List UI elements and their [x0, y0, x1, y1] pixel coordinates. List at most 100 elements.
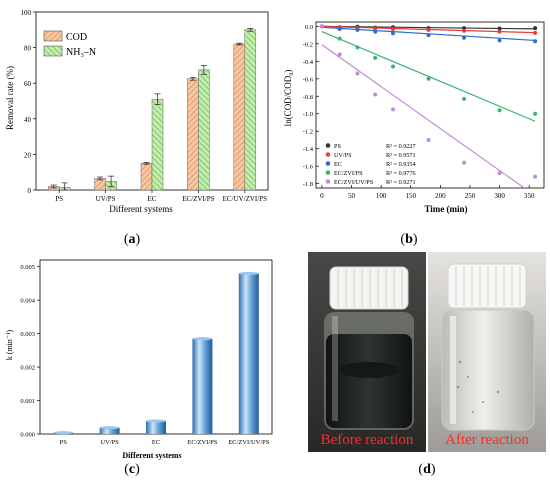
- bar-top-ps: [53, 431, 74, 435]
- legend-r2-ps: R² = 0.9227: [386, 143, 416, 150]
- caption-c: (c): [124, 462, 140, 477]
- y-tick-label-b: -0.2: [303, 41, 313, 48]
- bar-k-ec-zvi-uv-ps: [238, 273, 259, 434]
- caption-d: (d): [418, 462, 436, 477]
- point-uv-ps: [426, 27, 431, 32]
- point-ps: [497, 26, 502, 31]
- y-tick-label-c: 0.003: [20, 331, 35, 338]
- chart-b: 0.0 -0.2 -0.4 -0.6 -0.8 -1.0 -1.2 -1.4 -1.6 -1.8 0…: [283, 21, 545, 214]
- legend-label-uv-ps: UV/PS: [334, 152, 352, 159]
- legend-marker-ps: [325, 143, 331, 148]
- point-ec-zvi-ps: [426, 76, 431, 81]
- x-tick-label-a: EC/UV/ZVI/PS: [223, 195, 267, 203]
- y-tick-label-a: 60: [24, 80, 32, 88]
- y-tick-label-c: 0.001: [20, 398, 35, 405]
- chart-b-frame: [315, 21, 545, 189]
- point-ec-zvi-ps: [462, 96, 467, 101]
- bar-cod-ec-uv-zvi-ps: [233, 43, 246, 191]
- bar-nh-n-ec: [151, 98, 164, 191]
- y-tick-label-a: 20: [24, 151, 32, 159]
- x-tick-label-c: EC/ZVI/UV/PS: [228, 439, 270, 446]
- point-ec: [390, 31, 395, 36]
- fit-line-ec-zvi-uv-ps: [321, 44, 526, 188]
- y-tick-label-c: 0.000: [20, 432, 35, 439]
- chart-b-ylabel: ln(COD/COD₀): [283, 70, 293, 127]
- legend-r2-ec-zvi-uv-ps: R² = 0.9271: [386, 179, 416, 186]
- y-tick-label-a: 100: [21, 9, 32, 17]
- chart-a-legend: COD NH₃–N: [43, 30, 96, 58]
- legend-label-cod: COD: [66, 32, 87, 43]
- point-ec-zvi-ps: [355, 45, 360, 50]
- bar-nh-n-ec-zvi-ps: [198, 69, 210, 191]
- bar-nh-n-ec-uv-zvi-ps: [244, 29, 257, 191]
- y-tick-label-b: -1.8: [303, 181, 313, 188]
- legend-label-ec-zvi-ps: EC/ZVI/PS: [334, 170, 363, 177]
- x-tick-label-b: 250: [465, 192, 476, 200]
- bar-top-ec: [146, 419, 166, 423]
- point-uv-ps: [533, 30, 538, 35]
- point-ec-zvi-uv-ps: [462, 160, 467, 165]
- point-ec-zvi-uv-ps: [426, 137, 431, 142]
- legend-marker-uv-ps: [325, 152, 331, 157]
- chart-b-legend: PS R² = 0.9227 UV/PS R² = 0.9571 EC R² = 0.93…: [325, 143, 416, 186]
- point-ec: [355, 27, 360, 32]
- legend-r2-uv-ps: R² = 0.9571: [386, 152, 416, 159]
- legend-swatch-cod: [43, 30, 63, 42]
- x-tick-label-c: EC/ZVI/PS: [187, 439, 217, 446]
- y-tick-label-a: 80: [24, 45, 32, 53]
- point-ec-zvi-uv-ps: [355, 71, 360, 76]
- legend-label-ec: EC: [334, 161, 342, 168]
- caption-a: (a): [123, 232, 141, 247]
- bar-k-uv-ps: [99, 427, 120, 434]
- x-tick-label-b: 150: [406, 192, 417, 200]
- bar-k-ec-zvi-ps: [192, 338, 213, 434]
- point-ec: [533, 39, 538, 44]
- y-tick-label-a: 40: [24, 116, 32, 124]
- point-uv-ps: [373, 26, 378, 31]
- legend-r2-ec: R² = 0.9354: [386, 161, 416, 168]
- y-tick-label-b: -1.6: [303, 164, 314, 171]
- point-uv-ps: [462, 28, 467, 33]
- chart-a: 0 20 40 60 80 100 PS UV/PS EC EC/ZVI/PS EC/UV/ZVI/…: [5, 9, 269, 214]
- chart-a-xlabel: Different systems: [109, 204, 173, 214]
- bar-top-ec-zvi-uv-ps: [238, 271, 259, 275]
- chart-b-xlabel: Time (min): [424, 204, 467, 214]
- bar-top-uv-ps: [99, 426, 120, 430]
- x-tick-label-b: 100: [376, 192, 387, 200]
- point-ec-zvi-ps: [533, 111, 538, 116]
- point-ec: [497, 38, 502, 43]
- x-tick-label-a: UV/PS: [96, 195, 116, 203]
- point-ec-zvi-uv-ps: [373, 92, 378, 97]
- point-uv-ps: [390, 26, 395, 31]
- y-tick-label-b: -0.6: [303, 76, 314, 83]
- point-ec: [462, 35, 467, 40]
- bar-cod-ec: [140, 163, 153, 191]
- point-ps: [533, 26, 538, 31]
- point-uv-ps: [497, 29, 502, 34]
- point-ec-zvi-uv-ps: [497, 171, 502, 176]
- y-tick-label-c: 0.004: [20, 298, 35, 305]
- label-after-reaction: After reaction: [445, 432, 529, 448]
- y-tick-label-b: -0.8: [303, 94, 313, 101]
- point-ec-zvi-ps: [373, 55, 378, 60]
- x-tick-label-b: 300: [494, 192, 505, 200]
- x-tick-label-b: 350: [524, 192, 535, 200]
- legend-label-ps: PS: [334, 143, 341, 150]
- fit-line-ec-zvi-ps: [321, 31, 536, 122]
- bar-top-ec-zvi-ps: [192, 337, 213, 341]
- chart-c-ylabel: k (min⁻¹): [5, 329, 14, 360]
- legend-label-nh3n: NH₃–N: [66, 47, 96, 58]
- y-tick-label-a: 0: [28, 187, 32, 195]
- x-tick-label-a: PS: [55, 195, 63, 203]
- bar-k-ec: [146, 420, 166, 434]
- bottle-before: [324, 266, 414, 430]
- legend-marker-ec-zvi-uv-ps: [325, 179, 331, 184]
- y-tick-label-b: -1.2: [303, 129, 313, 136]
- y-tick-label-b: 0.0: [305, 24, 313, 31]
- legend-marker-ec: [325, 161, 331, 166]
- point-ec-zvi-uv-ps: [390, 107, 395, 112]
- point-ec-zvi-uv-ps: [319, 24, 324, 29]
- legend-r2-ec-zvi-ps: R² = 0.9776: [386, 170, 416, 177]
- point-ec-zvi-ps: [497, 108, 502, 113]
- y-tick-label-b: -1.0: [303, 111, 313, 118]
